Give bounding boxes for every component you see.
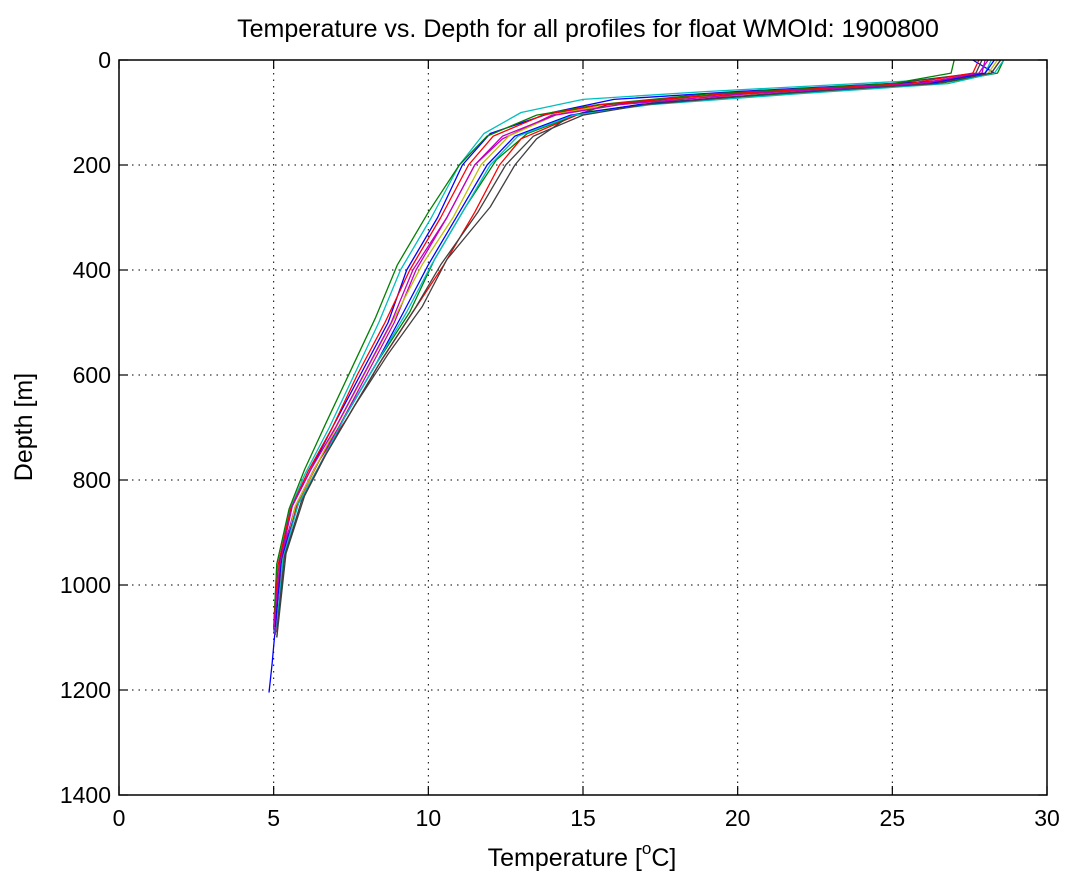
x-tick-label: 10 bbox=[416, 805, 442, 831]
profile-line-12 bbox=[273, 59, 989, 630]
profile-lines bbox=[268, 59, 1005, 693]
y-tick-label: 800 bbox=[73, 467, 111, 493]
y-tick-label: 1200 bbox=[60, 677, 111, 703]
y-tick-label: 1000 bbox=[60, 572, 111, 598]
x-tick-label: 5 bbox=[267, 805, 280, 831]
x-tick-label: 15 bbox=[570, 805, 596, 831]
profile-line-10 bbox=[273, 59, 980, 630]
profile-line-11 bbox=[276, 59, 1005, 628]
y-tick-label: 600 bbox=[73, 362, 111, 388]
y-tick-label: 200 bbox=[73, 152, 111, 178]
x-axis-label-suffix: C] bbox=[651, 844, 676, 872]
x-axis-label-superscript: o bbox=[642, 839, 651, 858]
tick-marks bbox=[118, 59, 1048, 796]
y-tick-label: 0 bbox=[98, 47, 111, 73]
y-tick-label: 1400 bbox=[60, 782, 111, 808]
x-tick-label: 25 bbox=[880, 805, 906, 831]
x-axis-label: Temperature [oC] bbox=[488, 839, 677, 872]
x-tick-labels: 0 5 10 15 20 25 30 bbox=[113, 805, 1060, 831]
chart-title: Temperature vs. Depth for all profiles f… bbox=[237, 15, 939, 43]
profile-line-4 bbox=[273, 59, 992, 633]
y-tick-labels: 0 200 400 600 800 1000 1200 1400 bbox=[60, 47, 111, 808]
x-axis-label-main: Temperature [ bbox=[488, 844, 642, 872]
profile-line-9 bbox=[273, 59, 955, 628]
x-tick-label: 0 bbox=[113, 805, 126, 831]
x-tick-label: 30 bbox=[1034, 805, 1060, 831]
y-tick-label: 400 bbox=[73, 257, 111, 283]
grid-lines bbox=[119, 60, 1047, 795]
profile-line-13 bbox=[276, 59, 1002, 633]
x-tick-label: 20 bbox=[725, 805, 751, 831]
y-axis-label: Depth [m] bbox=[10, 373, 38, 481]
